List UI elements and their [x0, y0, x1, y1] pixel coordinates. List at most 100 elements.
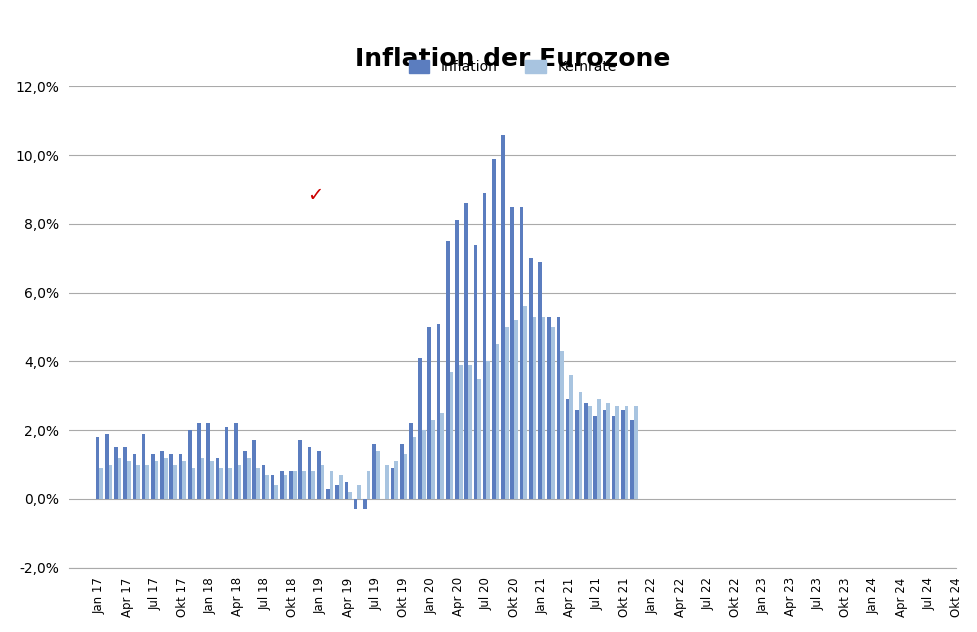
- Bar: [246, 458, 250, 499]
- Bar: [541, 317, 545, 499]
- Bar: [108, 465, 112, 499]
- Bar: [133, 454, 136, 499]
- Bar: [100, 468, 103, 499]
- Bar: [302, 471, 306, 499]
- Bar: [633, 406, 637, 499]
- Bar: [437, 324, 440, 499]
- Bar: [464, 204, 468, 499]
- Bar: [311, 471, 315, 499]
- Bar: [495, 344, 499, 499]
- Bar: [225, 427, 229, 499]
- Bar: [357, 485, 361, 499]
- Bar: [412, 437, 416, 499]
- Bar: [105, 434, 108, 499]
- Bar: [565, 399, 569, 499]
- Bar: [483, 193, 486, 499]
- Bar: [182, 461, 186, 499]
- Bar: [458, 365, 462, 499]
- Bar: [146, 465, 149, 499]
- Bar: [593, 416, 596, 499]
- Bar: [142, 434, 146, 499]
- Bar: [547, 317, 550, 499]
- Bar: [556, 317, 560, 499]
- Bar: [154, 461, 158, 499]
- Bar: [385, 465, 389, 499]
- Bar: [354, 499, 357, 509]
- Bar: [275, 485, 277, 499]
- Bar: [283, 475, 287, 499]
- Bar: [418, 358, 421, 499]
- Bar: [431, 420, 435, 499]
- Bar: [624, 406, 628, 499]
- Bar: [215, 458, 219, 499]
- Bar: [243, 451, 246, 499]
- Bar: [491, 159, 495, 499]
- Bar: [289, 471, 293, 499]
- Bar: [339, 475, 342, 499]
- Bar: [620, 410, 624, 499]
- Bar: [587, 406, 591, 499]
- Bar: [96, 437, 100, 499]
- Bar: [468, 365, 471, 499]
- Text: stockstreet.de: stockstreet.de: [122, 172, 269, 190]
- Title: Inflation der Eurozone: Inflation der Eurozone: [355, 47, 669, 71]
- Bar: [179, 454, 182, 499]
- Bar: [279, 471, 283, 499]
- Bar: [197, 423, 200, 499]
- Bar: [504, 327, 508, 499]
- Bar: [123, 447, 127, 499]
- Bar: [271, 475, 275, 499]
- Bar: [583, 403, 587, 499]
- Bar: [229, 468, 232, 499]
- Bar: [486, 362, 489, 499]
- Bar: [150, 454, 154, 499]
- Bar: [372, 444, 375, 499]
- Bar: [200, 458, 204, 499]
- Bar: [606, 403, 610, 499]
- Bar: [532, 317, 535, 499]
- Bar: [454, 221, 458, 499]
- Text: unabhängig • strategisch • treffsicher: unabhängig • strategisch • treffsicher: [122, 212, 269, 222]
- Bar: [127, 461, 131, 499]
- Bar: [136, 465, 140, 499]
- Text: ✓: ✓: [307, 186, 323, 205]
- Bar: [578, 392, 581, 499]
- Bar: [206, 423, 210, 499]
- Bar: [237, 465, 241, 499]
- Bar: [173, 465, 177, 499]
- Bar: [256, 468, 260, 499]
- Bar: [234, 423, 237, 499]
- Bar: [404, 454, 406, 499]
- Bar: [114, 447, 117, 499]
- Bar: [265, 475, 269, 499]
- Bar: [500, 135, 504, 499]
- Bar: [317, 451, 320, 499]
- Bar: [550, 327, 554, 499]
- Legend: Inflation, Kernrate: Inflation, Kernrate: [403, 55, 621, 80]
- Bar: [308, 447, 311, 499]
- Bar: [473, 245, 477, 499]
- Bar: [320, 465, 324, 499]
- Bar: [574, 410, 578, 499]
- Bar: [188, 430, 191, 499]
- Bar: [523, 307, 527, 499]
- Bar: [519, 207, 523, 499]
- Bar: [421, 430, 425, 499]
- Bar: [348, 492, 352, 499]
- Bar: [362, 499, 366, 509]
- Bar: [329, 471, 333, 499]
- Bar: [477, 379, 481, 499]
- Bar: [117, 458, 121, 499]
- Bar: [510, 207, 514, 499]
- Circle shape: [292, 166, 338, 219]
- Bar: [335, 485, 339, 499]
- Bar: [366, 471, 370, 499]
- Bar: [529, 258, 532, 499]
- Bar: [252, 441, 256, 499]
- Bar: [293, 471, 296, 499]
- Bar: [560, 351, 564, 499]
- Bar: [219, 468, 223, 499]
- Bar: [612, 416, 615, 499]
- Bar: [569, 375, 573, 499]
- Bar: [191, 468, 195, 499]
